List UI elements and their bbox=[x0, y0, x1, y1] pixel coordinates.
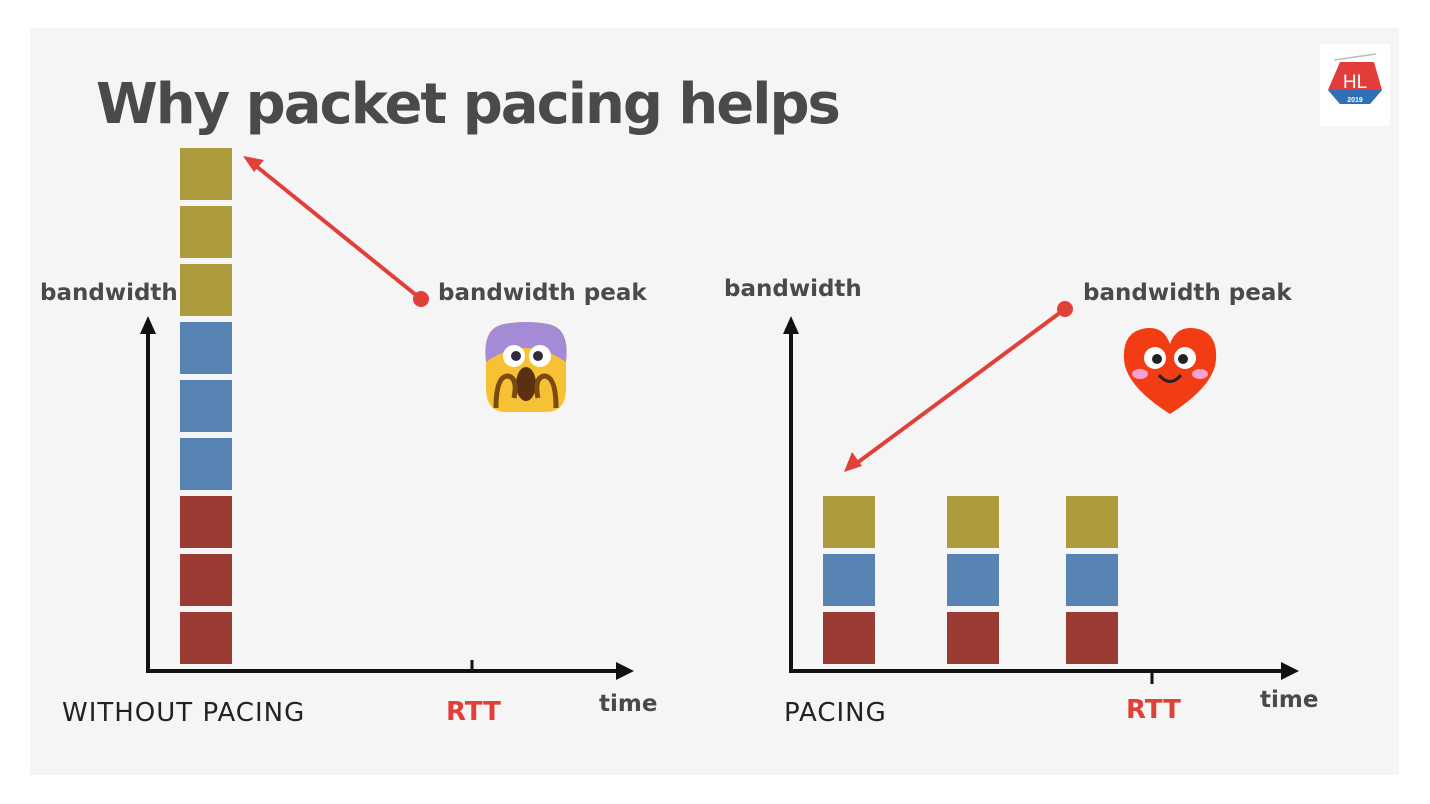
left-axes bbox=[140, 316, 634, 680]
left-x-axis-arrowhead bbox=[616, 662, 634, 680]
left-packet-olive bbox=[180, 148, 232, 200]
left-packet-blue bbox=[180, 322, 232, 374]
right-y-axis-label: bandwidth bbox=[724, 276, 862, 302]
right-packet-blue bbox=[823, 554, 875, 606]
left-x-axis-label: time bbox=[599, 691, 658, 717]
right-caption: PACING bbox=[784, 698, 887, 728]
right-y-axis-arrowhead bbox=[783, 316, 799, 334]
left-peak-arrow bbox=[243, 156, 429, 307]
left-packet-olive bbox=[180, 264, 232, 316]
right-packet-olive bbox=[1066, 496, 1118, 548]
left-peak-arrowhead bbox=[243, 156, 264, 172]
packets-layer bbox=[180, 148, 1118, 664]
right-x-axis-arrowhead bbox=[1281, 662, 1299, 680]
logo-text: HL bbox=[1343, 72, 1367, 93]
left-packet-red bbox=[180, 496, 232, 548]
right-rtt-label: RTT bbox=[1126, 695, 1181, 725]
right-x-axis-label: time bbox=[1260, 687, 1319, 713]
right-packet-red bbox=[947, 612, 999, 664]
right-peak-annotation: bandwidth peak bbox=[1083, 280, 1292, 306]
logo-year: 2019 bbox=[1347, 97, 1363, 104]
screaming-face-emoji bbox=[485, 322, 567, 412]
right-packet-olive bbox=[947, 496, 999, 548]
left-packet-blue bbox=[180, 380, 232, 432]
right-peak-arrow-dot bbox=[1057, 301, 1073, 317]
right-packet-olive bbox=[823, 496, 875, 548]
smiling-heart-emoji bbox=[1123, 327, 1217, 414]
right-packet-red bbox=[1066, 612, 1118, 664]
right-packet-blue bbox=[1066, 554, 1118, 606]
left-peak-arrow-dot bbox=[413, 291, 429, 307]
left-y-axis-arrowhead bbox=[140, 316, 156, 334]
left-packet-blue bbox=[180, 438, 232, 490]
right-peak-arrowhead bbox=[844, 452, 862, 472]
conference-logo: HL 2019 bbox=[1320, 44, 1390, 126]
right-peak-arrow bbox=[844, 301, 1073, 472]
slide-title: Why packet pacing helps bbox=[96, 72, 841, 137]
left-packet-red bbox=[180, 554, 232, 606]
left-y-axis-label: bandwidth bbox=[40, 280, 178, 306]
left-rtt-label: RTT bbox=[446, 697, 501, 727]
left-caption: WITHOUT PACING bbox=[62, 698, 306, 728]
left-packet-red bbox=[180, 612, 232, 664]
right-packet-red bbox=[823, 612, 875, 664]
left-peak-annotation: bandwidth peak bbox=[438, 280, 647, 306]
right-packet-blue bbox=[947, 554, 999, 606]
right-axes bbox=[783, 316, 1299, 684]
left-packet-olive bbox=[180, 206, 232, 258]
